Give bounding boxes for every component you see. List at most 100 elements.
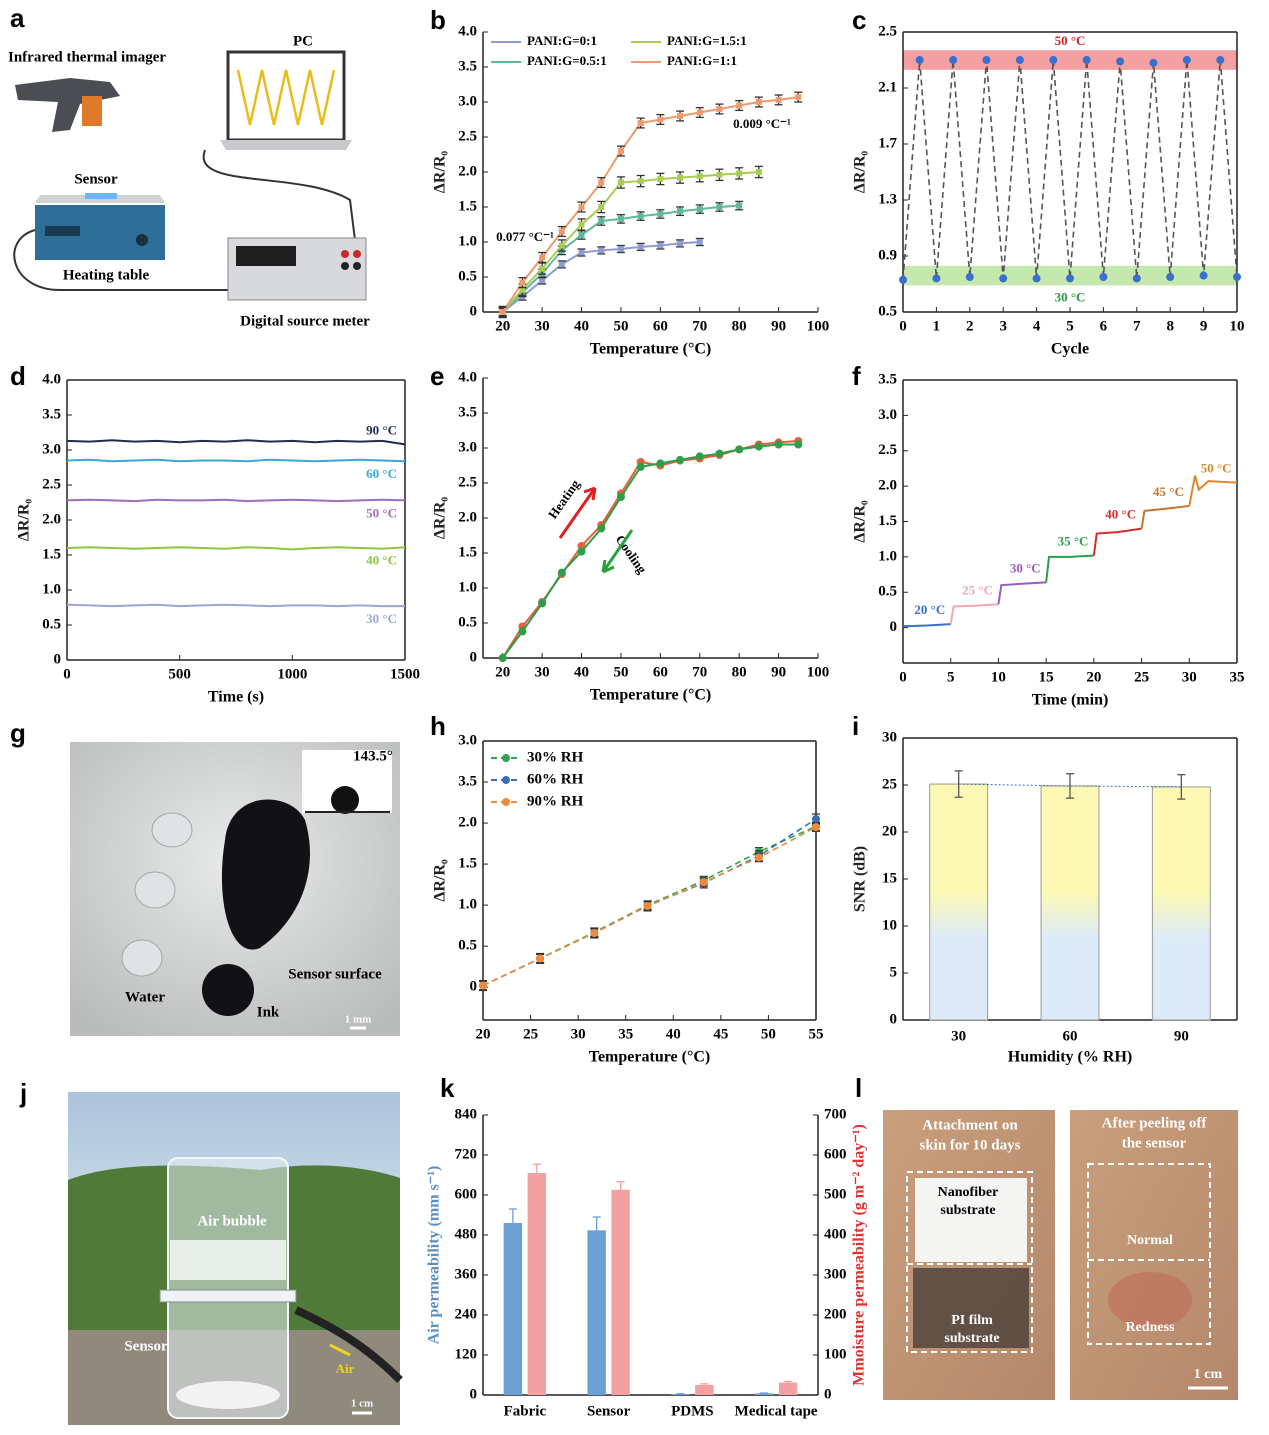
series-label: 50 °C <box>1201 461 1232 476</box>
marker <box>519 286 526 293</box>
marker <box>558 242 565 249</box>
panel-letter: i <box>852 711 859 741</box>
screen-signal <box>236 69 336 126</box>
marker <box>696 206 703 213</box>
series-label: 50 °C <box>366 505 397 520</box>
photo-label: Nanofiber <box>938 1185 999 1200</box>
y-axis-label: ΔR/R₀ <box>852 151 869 194</box>
y-axis-label: SNR (dB) <box>852 846 869 912</box>
panel-letters: a b c d e f g h i j k l <box>10 3 866 1108</box>
marker <box>578 232 585 238</box>
y-tick-label: 3.5 <box>458 404 477 420</box>
marker <box>616 493 625 501</box>
y-tick-label: 1.5 <box>458 544 477 560</box>
x-axis-label: Temperature (°C) <box>589 1049 710 1066</box>
x-tick-label: 500 <box>168 666 191 682</box>
marker <box>657 211 664 217</box>
bar <box>1040 785 1100 1021</box>
data-line <box>501 96 799 313</box>
marker <box>965 273 974 281</box>
y-tick-label: 1.7 <box>878 135 897 151</box>
error-bar <box>532 1163 541 1183</box>
panel-letter: d <box>10 361 26 391</box>
meter-port <box>341 250 349 258</box>
setup-illustration: Infrared thermal imager PC Sensor Heatin… <box>8 33 370 329</box>
x-tick-label: 20 <box>476 1026 491 1042</box>
marker <box>699 878 708 887</box>
marker <box>1132 274 1141 283</box>
y-tick-label: 480 <box>455 1226 478 1242</box>
marker <box>598 179 605 186</box>
marker <box>657 176 664 182</box>
marker <box>754 442 763 451</box>
marker <box>1149 58 1158 67</box>
series-label: 40 °C <box>1105 507 1136 522</box>
pi-film-substrate <box>913 1268 1029 1348</box>
x-tick-label: 7 <box>1133 318 1141 334</box>
thermal-imager <box>15 78 120 132</box>
marker <box>578 221 585 228</box>
data-line <box>66 498 406 503</box>
marker <box>519 279 526 286</box>
scale-label: 1 cm <box>1194 1367 1223 1382</box>
x-tick-label: Medical tape <box>735 1403 818 1419</box>
series-label: 25 °C <box>962 582 993 597</box>
data-line <box>997 581 1047 605</box>
marker <box>754 853 763 862</box>
marker <box>775 96 782 103</box>
table-display <box>45 226 80 236</box>
x-tick-label: 30 <box>535 318 550 334</box>
ink-blob <box>221 799 310 950</box>
y-tick-label: 1.0 <box>878 548 897 564</box>
photo-label: 143.5° <box>353 748 393 764</box>
y-tick-label: 2.0 <box>458 509 477 525</box>
marker <box>617 148 624 154</box>
marker <box>538 599 547 608</box>
marker <box>982 56 991 64</box>
x-tick-label: 1 <box>933 318 941 334</box>
x-tick-label: 5 <box>1066 318 1074 334</box>
series-label: 60 °C <box>366 466 397 481</box>
y-tick-label: 0.5 <box>42 616 61 632</box>
x-tick-label: PDMS <box>671 1403 714 1419</box>
y-tick-label: 2.0 <box>878 478 897 494</box>
marker <box>794 440 803 449</box>
marker <box>558 228 565 235</box>
annotation: 0.009 °C⁻¹ <box>733 116 791 131</box>
x-tick-label: 50 <box>761 1026 776 1042</box>
marker <box>736 102 743 109</box>
meter-port <box>353 262 361 270</box>
bar <box>611 1189 630 1395</box>
photo-label: skin for 10 days <box>919 1137 1020 1153</box>
y-tick-label: 3.0 <box>42 441 61 457</box>
redness-area <box>1108 1272 1192 1328</box>
marker <box>716 171 723 178</box>
marker <box>677 240 684 247</box>
marker <box>590 929 599 938</box>
marker <box>637 213 644 220</box>
y-tick-label: 1.0 <box>458 897 477 913</box>
marker <box>696 173 703 180</box>
photo-label: Heating table <box>63 267 150 283</box>
dashed-frame <box>906 1171 1033 1353</box>
series-label: 40 °C <box>366 552 397 567</box>
y-tick-label: 0 <box>470 979 478 995</box>
marker <box>677 174 684 181</box>
marker <box>1049 56 1058 64</box>
arrow <box>558 486 597 539</box>
glass-cylinder <box>167 1157 289 1419</box>
marker <box>636 462 645 471</box>
photo-label: substrate <box>944 1331 999 1346</box>
marker <box>695 452 704 461</box>
marker <box>677 208 684 215</box>
series-label: 20 °C <box>914 602 945 617</box>
data-line <box>1092 527 1142 556</box>
error-bar <box>1177 774 1186 800</box>
y-tick-label: 1.0 <box>458 579 477 595</box>
y-tick-label: 3.5 <box>458 773 477 789</box>
meter-port <box>353 250 361 258</box>
panel-letter: k <box>440 1073 455 1103</box>
marker <box>598 204 605 210</box>
photo-label: Air <box>336 1361 355 1376</box>
marker <box>578 204 585 210</box>
